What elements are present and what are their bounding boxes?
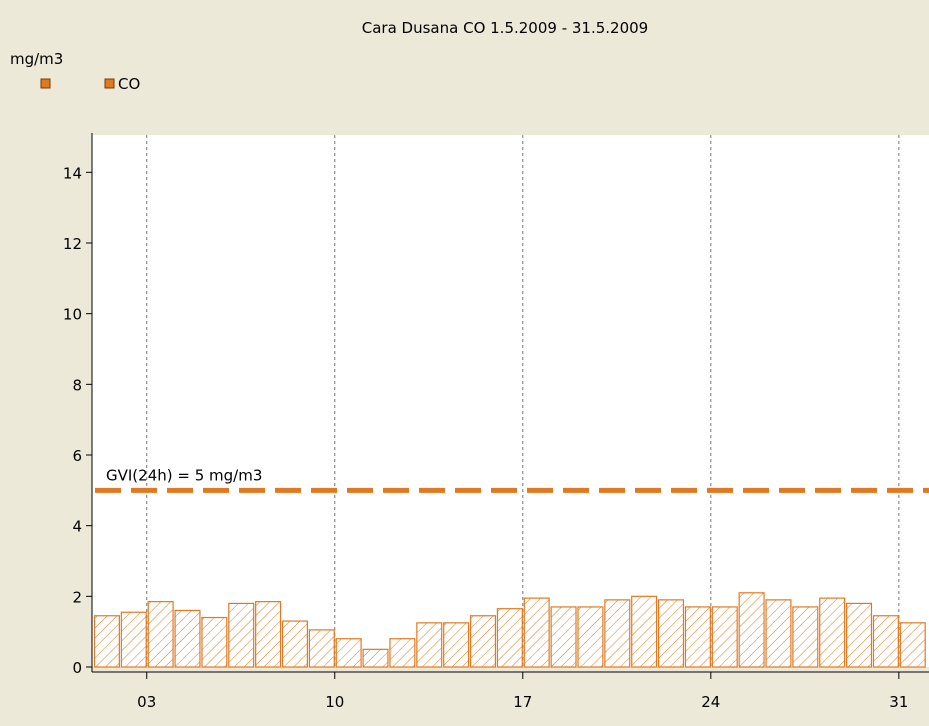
bar [631, 595, 658, 668]
plot-area [92, 135, 929, 667]
bar [174, 609, 201, 668]
y-tick-label: 0 [72, 659, 82, 677]
bar [308, 629, 335, 668]
bar [657, 599, 685, 668]
bar [416, 622, 443, 668]
y-tick-label: 12 [63, 235, 82, 253]
chart-title: Cara Dusana CO 1.5.2009 - 31.5.2009 [362, 19, 648, 37]
bar [846, 602, 873, 668]
bar [228, 602, 255, 668]
legend-label: CO [118, 75, 140, 93]
bar [335, 638, 362, 668]
y-tick-label: 10 [63, 306, 82, 324]
bar [496, 608, 523, 668]
bar [604, 599, 631, 668]
x-tick-label: 10 [325, 693, 344, 711]
legend-swatch [104, 78, 115, 89]
bar [362, 648, 389, 668]
legend-swatch [40, 78, 51, 89]
bar [469, 615, 497, 668]
bar [281, 620, 308, 668]
bar [684, 606, 711, 668]
bar [765, 599, 792, 668]
bar [738, 592, 765, 668]
x-tick-label: 17 [513, 693, 532, 711]
bar [577, 606, 604, 668]
bar [792, 606, 819, 668]
bar [872, 615, 899, 668]
y-tick-label: 6 [72, 447, 82, 465]
bar [201, 616, 228, 668]
bar [389, 638, 416, 668]
y-tick-label: 14 [63, 164, 82, 182]
x-tick-label: 03 [137, 693, 156, 711]
bar [899, 622, 926, 668]
y-tick-label: 2 [72, 588, 82, 606]
bar [523, 597, 550, 668]
bar [443, 622, 470, 668]
bar [255, 601, 282, 668]
bar [147, 601, 174, 668]
y-tick-label: 4 [72, 518, 82, 536]
bar [711, 606, 738, 668]
y-tick-label: 8 [72, 376, 82, 394]
bar [550, 606, 577, 668]
bar [93, 615, 120, 668]
y-axis-label: mg/m3 [10, 50, 63, 68]
bar [819, 597, 846, 668]
threshold-label: GVI(24h) = 5 mg/m3 [106, 466, 262, 484]
x-tick-label: 31 [889, 693, 908, 711]
bar [120, 611, 147, 668]
x-tick-label: 24 [701, 693, 720, 711]
